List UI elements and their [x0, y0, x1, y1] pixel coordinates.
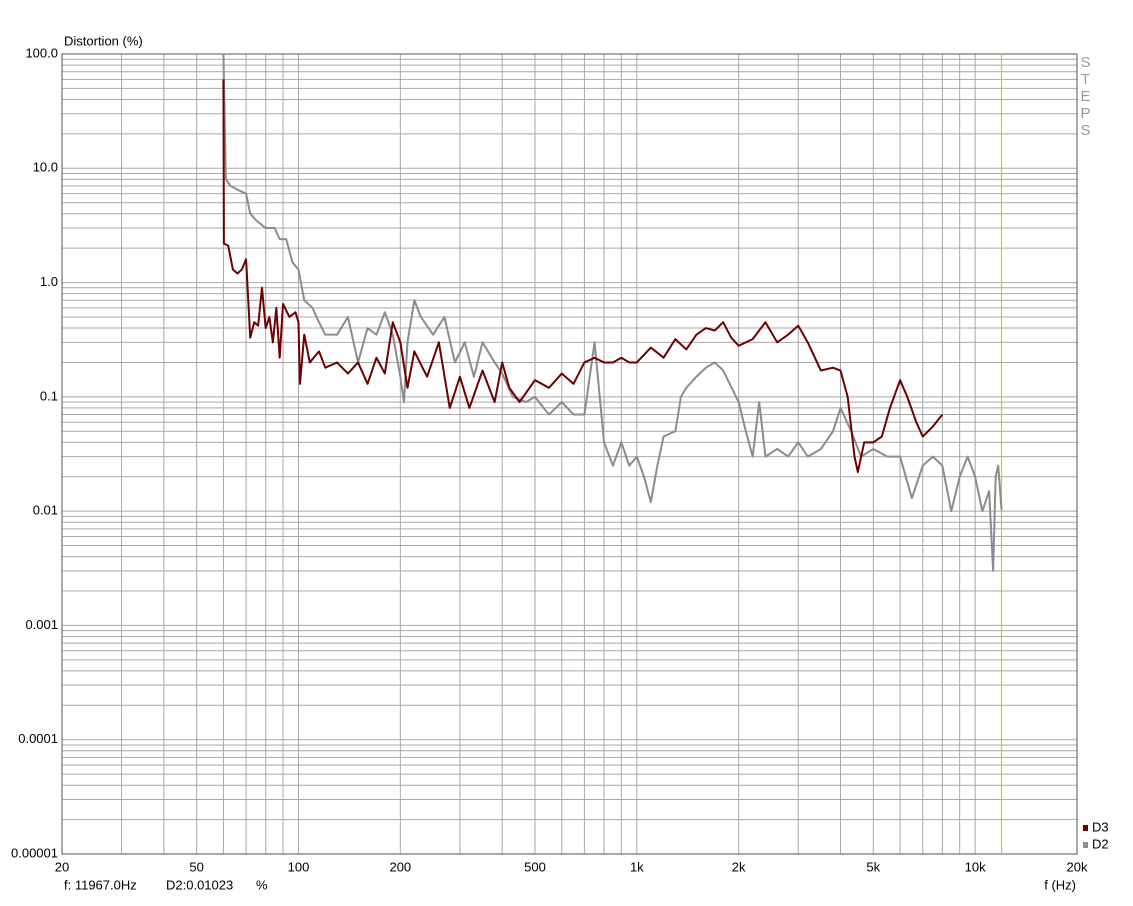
x-tick-label: 200	[389, 859, 411, 874]
x-tick-label: 1k	[630, 859, 644, 874]
y-tick-label: 0.1	[40, 388, 58, 403]
x-tick-label: 20k	[1067, 859, 1088, 874]
y-axis-label: Distortion (%)	[64, 33, 143, 48]
plot-border	[61, 53, 1078, 855]
y-tick-label: 10.0	[33, 160, 58, 175]
series-line	[222, 53, 1003, 572]
y-tick-label: 0.00001	[11, 845, 58, 860]
legend-swatch	[1083, 842, 1088, 848]
x-tick-label: 50	[189, 859, 203, 874]
legend-label: D3	[1092, 819, 1109, 834]
x-axis-label: f (Hz)	[1044, 877, 1076, 892]
readout-frequency: f: 11967.0Hz	[64, 877, 137, 892]
y-tick-label: 0.01	[33, 503, 58, 518]
y-tick-label: 0.0001	[18, 731, 58, 746]
legend-swatch	[1083, 825, 1088, 831]
legend-label: D2	[1092, 836, 1109, 851]
readout-value: D2:0.01023	[166, 877, 233, 892]
x-tick-label: 5k	[866, 859, 880, 874]
y-tick-label: 100.0	[25, 45, 58, 60]
x-tick-label: 20	[55, 859, 69, 874]
y-tick-label: 0.001	[25, 617, 58, 632]
x-tick-label: 500	[524, 859, 546, 874]
x-tick-label: 10k	[965, 859, 986, 874]
x-tick-label: 2k	[732, 859, 746, 874]
series-line	[222, 79, 944, 474]
steps-label: STEPS	[1077, 54, 1094, 139]
y-tick-label: 1.0	[40, 274, 58, 289]
readout-unit: %	[256, 877, 268, 892]
x-tick-label: 100	[288, 859, 310, 874]
